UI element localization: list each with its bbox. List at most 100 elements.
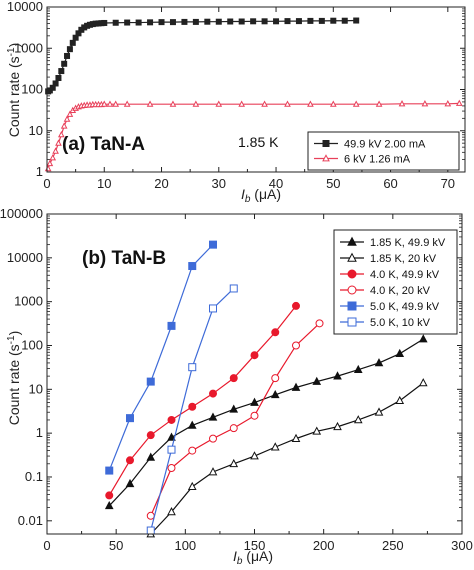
legend-marker-5-0-k-10-kv: [347, 317, 357, 327]
data-point-5-0-k-49-9-kv: [167, 321, 176, 330]
legend-box: [333, 229, 458, 335]
y-tick-label: 0.1: [25, 469, 43, 484]
panel-a-y-axis-title: Count rate (s-1): [6, 43, 22, 138]
data-point-49-9-kv-2-00-ma: [135, 19, 142, 26]
data-point-4-0-k-20-kv: [229, 424, 238, 433]
y-tick-label: 1: [36, 425, 43, 440]
panel-a-label: (a) TaN-A: [62, 134, 145, 155]
legend-marker-4-0-k-49-9-kv: [347, 269, 357, 279]
series-1-85-k-49-9-kv: [104, 334, 428, 510]
data-point-1-85-k-49-9-kv: [395, 348, 405, 358]
data-point-49-9-kv-2-00-ma: [250, 18, 257, 25]
y-tick-label: 10000: [7, 250, 43, 265]
data-point-49-9-kv-2-00-ma: [52, 80, 59, 87]
data-point-1-85-k-20-kv: [270, 442, 280, 451]
data-point-49-9-kv-2-00-ma: [295, 18, 302, 25]
data-point-6-kv-1-26-ma: [57, 130, 65, 138]
series-5-0-k-49-9-kv: [105, 240, 217, 475]
data-point-6-kv-1-26-ma: [44, 164, 52, 172]
data-point-1-85-k-49-9-kv: [250, 397, 259, 406]
x-tick-label: 200: [313, 538, 335, 553]
data-point-1-85-k-49-9-kv: [353, 364, 363, 374]
panel-a-temperature-annotation: 1.85 K: [238, 134, 279, 150]
data-point-6-kv-1-26-ma: [63, 115, 71, 122]
data-point-49-9-kv-2-00-ma: [64, 52, 71, 59]
data-point-1-85-k-20-kv: [229, 458, 239, 468]
data-point-1-85-k-20-kv: [167, 507, 176, 516]
legend-marker-1-85-k-20-kv: [347, 252, 357, 262]
series-4-0-k-20-kv: [146, 319, 324, 520]
legend-entry-4-0-k-49-9-kv: 4.0 K, 49.9 kV: [370, 269, 440, 281]
data-point-6-kv-1-26-ma: [455, 99, 463, 106]
data-point-49-9-kv-2-00-ma: [101, 19, 108, 26]
legend-entry-1-85-k-20-kv: 1.85 K, 20 kV: [370, 253, 437, 265]
data-point-1-85-k-20-kv: [353, 415, 363, 424]
series-line-1-85-k-20-kv: [150, 382, 424, 535]
x-tick-label: 150: [244, 538, 266, 553]
legend-entry-5-0-k-49-9-kv: 5.0 K, 49.9 kV: [370, 301, 440, 313]
data-point-49-9-kv-2-00-ma: [238, 18, 245, 25]
data-point-1-85-k-49-9-kv: [312, 376, 322, 385]
data-point-6-kv-1-26-ma: [215, 100, 223, 107]
data-point-1-85-k-49-9-kv: [146, 452, 156, 461]
data-point-49-9-kv-2-00-ma: [58, 68, 65, 75]
data-point-1-85-k-20-kv: [312, 426, 322, 435]
legend-marker-5-0-k-49-9-kv: [347, 301, 357, 311]
x-tick-label: 50: [109, 538, 123, 553]
panel-b-plot-frame: [46, 213, 463, 535]
data-point-6-kv-1-26-ma: [100, 100, 108, 107]
panel-b-legend: 1.85 K, 49.9 kV 1.85 K, 20 kV 4.0 K, 49.9 …: [333, 229, 458, 335]
data-point-49-9-kv-2-00-ma: [273, 18, 280, 25]
y-tick-label: 100000: [0, 206, 43, 221]
panel-b-ticks: 0 50 100 150 200 250 300 0.01 0.1 1 10 100 1000 10000…: [0, 206, 473, 553]
x-tick-label: 0: [43, 538, 50, 553]
data-point-1-85-k-49-9-kv: [270, 389, 280, 399]
data-point-5-0-k-49-9-kv: [146, 377, 155, 386]
data-point-4-0-k-20-kv: [271, 374, 280, 383]
panel-a-chart: 0 10 20 30 40 50 60 70 1 10 100 1000 10000 (a) TaN-A…: [6, 0, 466, 205]
data-point-49-9-kv-2-00-ma: [124, 19, 131, 26]
data-point-6-kv-1-26-ma: [106, 100, 114, 107]
y-tick-label: 100: [21, 337, 43, 352]
data-point-4-0-k-49-9-kv: [126, 456, 134, 465]
data-point-1-85-k-20-kv: [250, 451, 259, 460]
data-point-5-0-k-49-9-kv: [105, 466, 114, 475]
data-point-49-9-kv-2-00-ma: [353, 17, 360, 24]
data-point-6-kv-1-26-ma: [329, 100, 337, 107]
x-tick-label: 0: [43, 176, 50, 191]
legend-entry-5-0-k-10-kv: 5.0 K, 10 kV: [370, 317, 431, 329]
y-tick-label: 100: [21, 82, 43, 97]
data-point-1-85-k-20-kv: [291, 433, 301, 442]
legend-entry-49-9-kv-2-00-ma: 49.9 kV 2.00 mA: [344, 139, 426, 151]
data-point-4-0-k-20-kv: [292, 341, 300, 350]
data-point-6-kv-1-26-ma: [49, 154, 57, 161]
data-point-4-0-k-20-kv: [250, 411, 259, 420]
data-point-1-85-k-20-kv: [187, 481, 197, 491]
data-point-4-0-k-49-9-kv: [271, 328, 280, 337]
data-point-5-0-k-49-9-kv: [209, 240, 217, 249]
data-point-1-85-k-49-9-kv: [374, 358, 384, 367]
data-point-5-0-k-49-9-kv: [126, 414, 134, 423]
data-point-6-kv-1-26-ma: [55, 139, 62, 146]
data-point-49-9-kv-2-00-ma: [318, 17, 325, 24]
data-point-6-kv-1-26-ma: [284, 100, 291, 107]
legend-marker-49-9-kv-2-00-ma: [322, 140, 330, 147]
data-point-49-9-kv-2-00-ma: [169, 19, 176, 26]
data-point-49-9-kv-2-00-ma: [204, 18, 211, 25]
panel-b-x-axis-title: Ib (μA): [233, 548, 273, 567]
data-point-5-0-k-49-9-kv: [188, 262, 197, 271]
series-line-4-0-k-20-kv: [150, 322, 320, 517]
data-point-1-85-k-49-9-kv: [333, 371, 342, 380]
x-tick-label: 300: [451, 538, 473, 553]
data-point-1-85-k-49-9-kv: [104, 500, 114, 510]
data-point-1-85-k-49-9-kv: [125, 478, 135, 488]
legend-marker-6-kv-1-26-ma: [322, 154, 330, 162]
data-point-5-0-k-10-kv: [167, 445, 176, 454]
legend-entry-1-85-k-49-9-kv: 1.85 K, 49.9 kV: [370, 237, 446, 249]
legend-box: [307, 131, 460, 171]
data-point-49-9-kv-2-00-ma: [261, 18, 268, 25]
data-point-6-kv-1-26-ma: [307, 100, 314, 107]
series-6-kv-1-26-ma: [44, 99, 463, 172]
series-49-9-kv-2-00-ma: [45, 17, 360, 95]
